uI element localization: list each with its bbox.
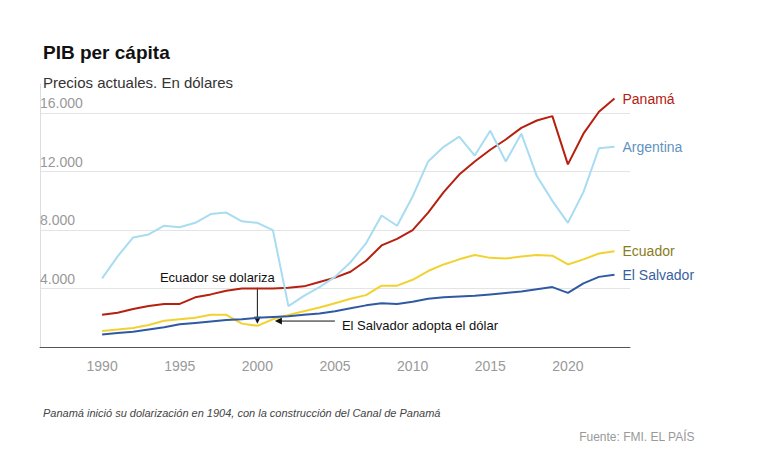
svg-text:Argentina: Argentina — [622, 139, 682, 155]
svg-text:Ecuador: Ecuador — [622, 243, 674, 259]
svg-text:El Salvador: El Salvador — [622, 267, 694, 283]
svg-text:1995: 1995 — [164, 358, 195, 374]
svg-text:PIB per cápita: PIB per cápita — [43, 42, 170, 63]
svg-text:Fuente: FMI. EL PAÍS: Fuente: FMI. EL PAÍS — [579, 429, 694, 444]
svg-text:4.000: 4.000 — [40, 271, 75, 287]
svg-text:2020: 2020 — [552, 358, 583, 374]
svg-text:Precios actuales. En dólares: Precios actuales. En dólares — [43, 74, 233, 91]
svg-text:Ecuador se dolariza: Ecuador se dolariza — [160, 270, 276, 285]
svg-text:16.000: 16.000 — [40, 95, 83, 111]
svg-text:2000: 2000 — [242, 358, 273, 374]
svg-text:2015: 2015 — [475, 358, 506, 374]
svg-text:1990: 1990 — [87, 358, 118, 374]
svg-text:Panamá: Panamá — [622, 91, 674, 107]
svg-text:El Salvador adopta el dólar: El Salvador adopta el dólar — [342, 318, 499, 333]
svg-text:2005: 2005 — [319, 358, 350, 374]
svg-text:12.000: 12.000 — [40, 154, 83, 170]
svg-text:Panamá inició su dolarización: Panamá inició su dolarización en 1904, c… — [43, 407, 440, 419]
svg-text:2010: 2010 — [397, 358, 428, 374]
svg-text:8.000: 8.000 — [40, 212, 75, 228]
